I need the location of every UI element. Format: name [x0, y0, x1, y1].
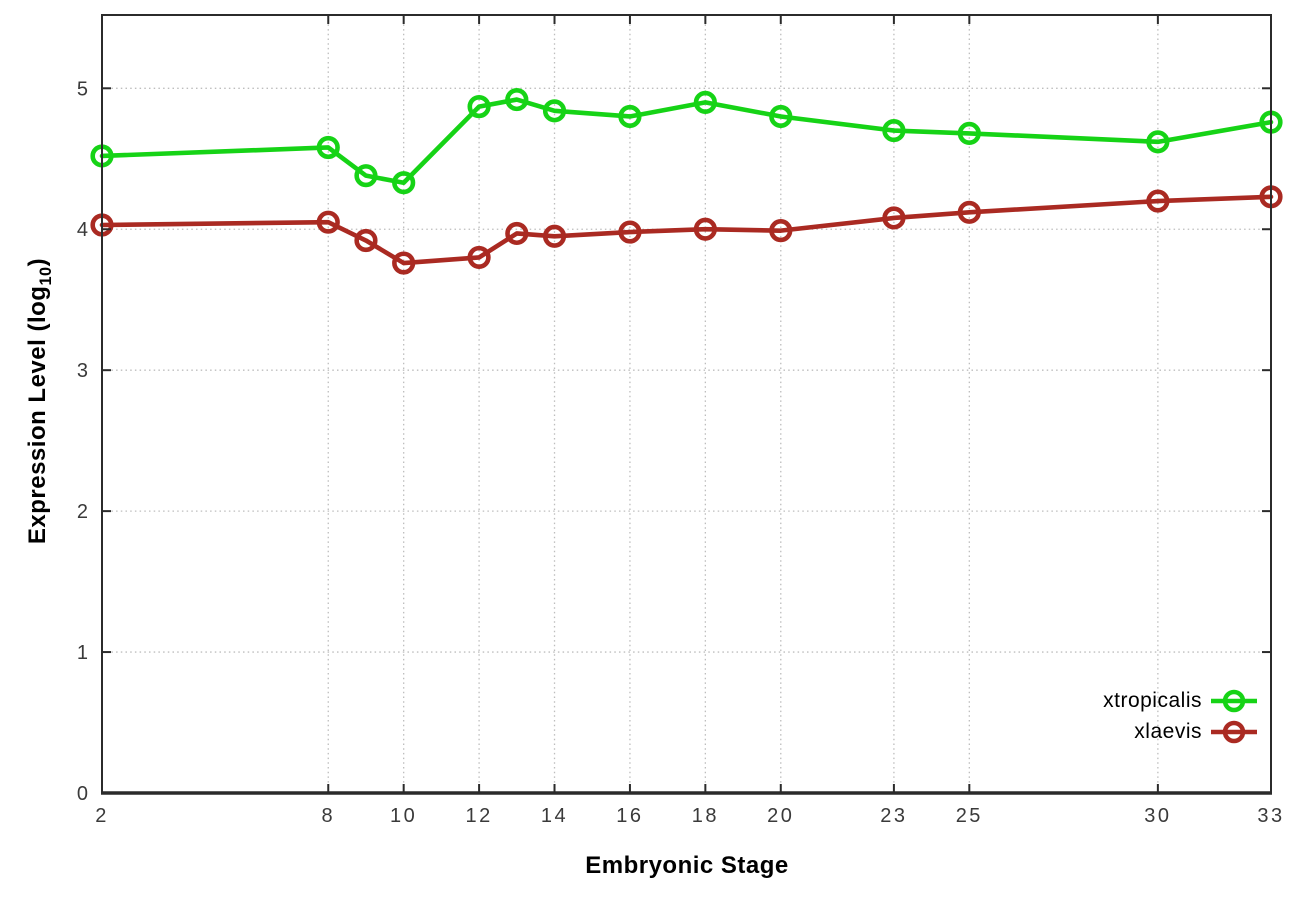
legend-marker-xtropicalis [1211, 689, 1257, 713]
y-tick-label: 2 [77, 501, 88, 523]
data-point-xtropicalis-stage-8 [316, 135, 340, 160]
data-point-xtropicalis-stage-14 [542, 99, 567, 123]
x-axis-title: Embryonic Stage [585, 852, 789, 879]
x-tick-label: 18 [692, 805, 719, 827]
legend-label-xtropicalis: xtropicalis [1103, 689, 1202, 712]
data-point-xtropicalis-stage-20 [769, 104, 793, 129]
x-tick-label: 14 [541, 805, 568, 827]
data-point-xlaevis-stage-20 [769, 219, 793, 243]
y-axis-title-text: Expression Level (log [24, 285, 51, 545]
legend-marker-xlaevis [1211, 720, 1257, 744]
plot-border [101, 14, 1272, 794]
x-tick-label: 8 [321, 805, 335, 827]
data-point-xtropicalis-stage-30 [1146, 130, 1170, 154]
y-tick-label: 1 [77, 642, 88, 664]
x-tick-label: 25 [956, 805, 983, 827]
data-point-xtropicalis-stage-25 [957, 121, 981, 145]
data-point-xtropicalis-stage-13 [505, 87, 529, 112]
x-tick-label: 2 [95, 805, 109, 827]
data-point-xlaevis-stage-18 [693, 217, 717, 241]
legend-item-xtropicalis: xtropicalis [1103, 686, 1260, 716]
data-point-xlaevis-stage-25 [957, 200, 981, 224]
data-point-xlaevis-stage-30 [1146, 189, 1170, 213]
data-point-xtropicalis-stage-12 [467, 95, 491, 119]
series-line-xtropicalis [99, 97, 1274, 186]
x-tick-label: 20 [767, 805, 794, 827]
data-point-xlaevis-stage-10 [392, 251, 416, 275]
x-tick-label: 16 [616, 805, 643, 827]
data-point-xlaevis-stage-9 [354, 228, 378, 253]
data-point-xtropicalis-stage-23 [882, 118, 906, 143]
x-tick-label: 23 [880, 805, 907, 827]
data-point-xlaevis-stage-16 [618, 220, 642, 244]
y-axis-title-close: ) [24, 257, 51, 267]
data-point-xtropicalis-stage-10 [392, 171, 416, 195]
data-point-xlaevis-stage-12 [467, 245, 491, 270]
legend-label-xlaevis: xlaevis [1134, 720, 1202, 743]
data-point-xlaevis-stage-8 [316, 210, 340, 234]
data-point-xlaevis-stage-13 [505, 221, 529, 246]
series-line-xlaevis [99, 194, 1274, 266]
y-axis-title: Expression Level (log10) [20, 99, 56, 703]
y-tick-label: 3 [77, 360, 88, 382]
y-tick-label: 0 [77, 783, 88, 805]
x-tick-label: 30 [1144, 805, 1171, 827]
y-tick-label: 5 [77, 78, 88, 100]
legend-item-xlaevis: xlaevis [1103, 717, 1260, 747]
y-axis-title-subscript: 10 [36, 266, 55, 286]
data-point-xlaevis-stage-23 [882, 206, 906, 230]
x-tick-label: 10 [390, 805, 417, 827]
x-tick-label: 12 [465, 805, 492, 827]
data-point-xlaevis-stage-14 [542, 224, 567, 248]
legend: xtropicalis xlaevis [1103, 686, 1260, 747]
x-tick-label: 33 [1257, 805, 1284, 827]
data-point-xtropicalis-stage-18 [693, 90, 717, 114]
y-tick-label: 4 [77, 219, 88, 241]
data-point-xtropicalis-stage-9 [354, 164, 378, 188]
data-point-xtropicalis-stage-16 [618, 104, 642, 129]
